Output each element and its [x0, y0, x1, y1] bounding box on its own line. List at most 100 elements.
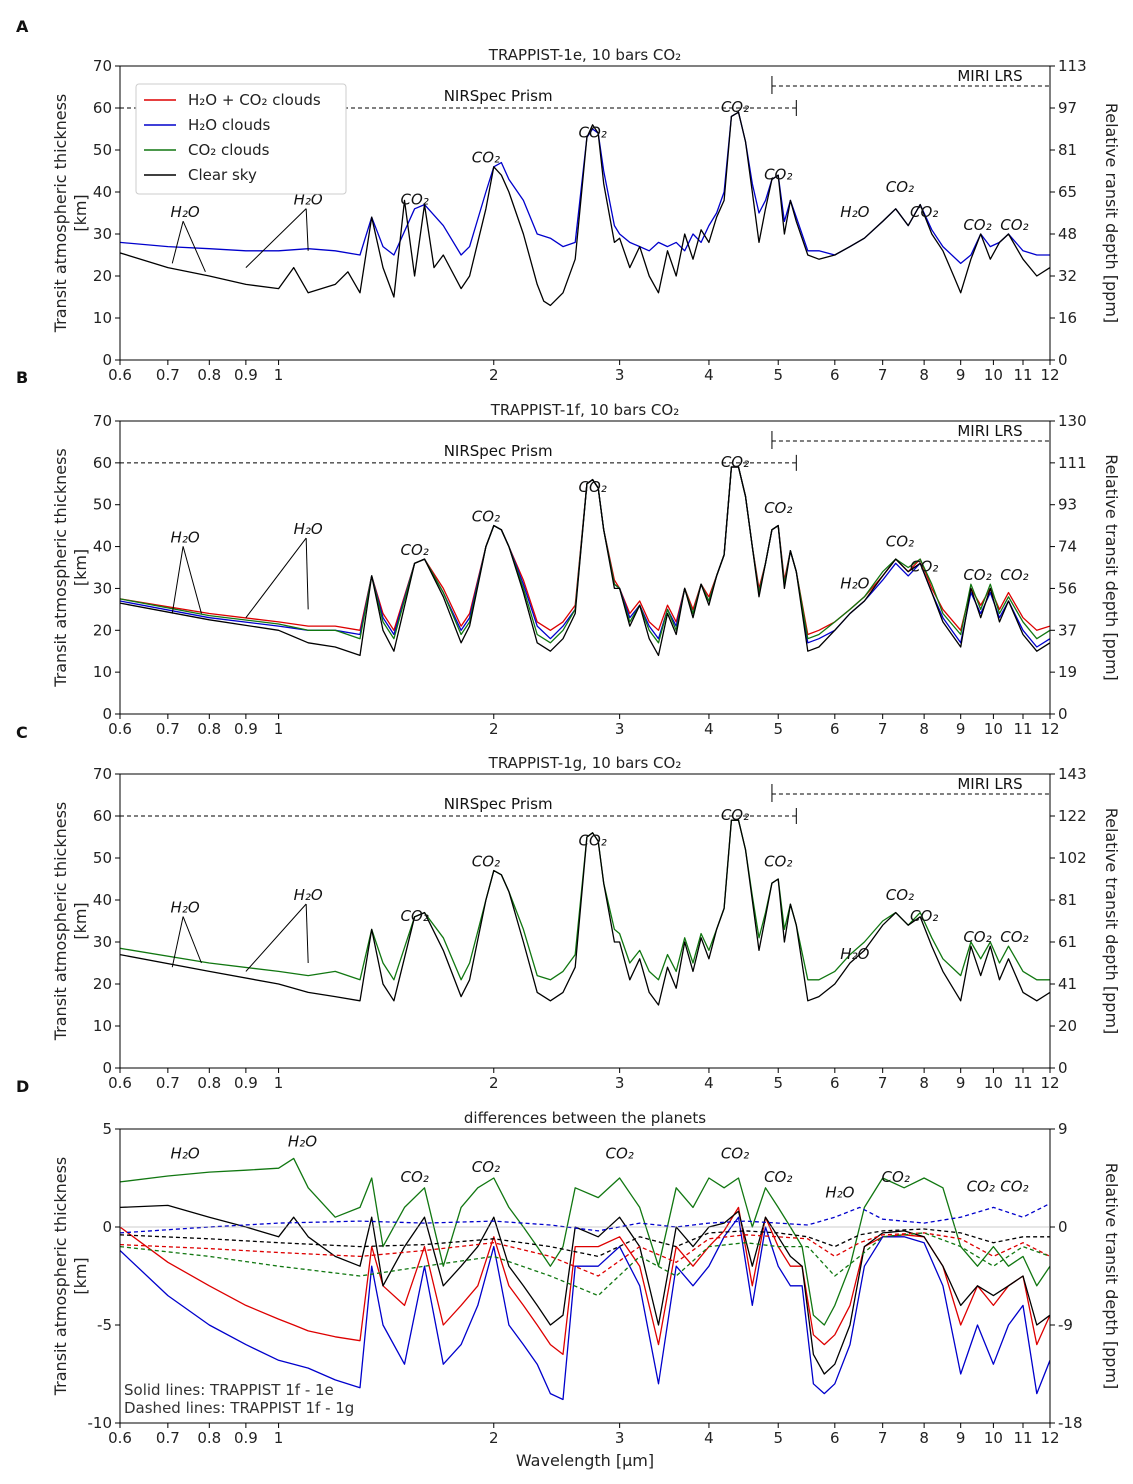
annotation-label: H₂O: [840, 574, 869, 592]
x-tick-label: 0.6: [108, 366, 132, 384]
annotation-label: CO₂: [1000, 1178, 1028, 1196]
x-tick-label: 2: [489, 720, 499, 738]
annotation-label: CO₂: [605, 1144, 633, 1162]
y-axis-unit: [km]: [71, 902, 90, 939]
annotation-label: H₂O: [171, 203, 200, 221]
x-tick-label: 5: [773, 366, 783, 384]
annotation-pointer: [245, 208, 307, 268]
y-right-tick-label: 0: [1058, 351, 1068, 369]
panel-title: differences between the planets: [464, 1109, 706, 1127]
plot-frame: [119, 420, 1051, 715]
plot-frame: [119, 1128, 1051, 1424]
x-tick-label: 12: [1040, 1429, 1059, 1447]
series-line: [120, 1157, 1050, 1326]
x-tick-label: 7: [878, 366, 888, 384]
y-axis-label: Transit atmospheric thickness: [51, 802, 70, 1042]
x-tick-label: 10: [984, 1429, 1003, 1447]
footnote-dashed: Dashed lines: TRAPPIST 1f - 1g: [124, 1399, 354, 1417]
x-tick-label: 3: [615, 720, 625, 738]
y-right-axis-label: Relative transit depth [ppm]: [1102, 454, 1121, 681]
x-tick-label: 8: [919, 1429, 929, 1447]
y-right-tick-label: 81: [1058, 891, 1077, 909]
x-tick-label: 0.6: [108, 720, 132, 738]
y-tick-label: -5: [97, 1316, 112, 1334]
annotation-label: H₂O: [840, 945, 869, 963]
annotation-label: CO₂: [886, 533, 914, 551]
series-line: [120, 1232, 1050, 1297]
x-tick-label: 6: [830, 1429, 840, 1447]
y-tick-label: 50: [93, 849, 112, 867]
miri-label: MIRI LRS: [957, 422, 1022, 440]
y-right-tick-label: 32: [1058, 267, 1077, 285]
y-right-tick-label: 65: [1058, 183, 1077, 201]
panel-letter: A: [16, 17, 29, 36]
y-right-tick-label: 113: [1058, 57, 1087, 75]
y-tick-label: 30: [93, 579, 112, 597]
y-right-tick-label: 111: [1058, 454, 1087, 472]
y-right-tick-label: -18: [1058, 1414, 1083, 1432]
x-tick-label: 1: [274, 720, 284, 738]
annotation-label: H₂O: [825, 1184, 854, 1202]
x-tick-label: 9: [956, 1429, 966, 1447]
x-tick-label: 4: [704, 1429, 714, 1447]
y-right-axis-label: Relative ransit depth [ppm]: [1102, 103, 1121, 323]
x-tick-label: 6: [830, 720, 840, 738]
x-tick-label: 0.9: [234, 1074, 258, 1092]
y-tick-label: 0: [102, 351, 112, 369]
annotation-label: CO₂: [400, 541, 428, 559]
y-tick-label: 70: [93, 765, 112, 783]
annotation-label: CO₂: [910, 907, 938, 925]
y-tick-label: 0: [102, 1218, 112, 1236]
annotation-label: CO₂: [400, 1168, 428, 1186]
series-line: [120, 111, 1050, 307]
x-tick-label: 9: [956, 366, 966, 384]
y-right-tick-label: 19: [1058, 663, 1077, 681]
x-tick-label: 10: [984, 366, 1003, 384]
annotation-label: CO₂: [400, 191, 428, 209]
y-right-tick-label: 0: [1058, 1218, 1068, 1236]
annotation-label: H₂O: [840, 203, 869, 221]
x-tick-label: 0.8: [197, 1429, 221, 1447]
annotation-label: CO₂: [910, 558, 938, 576]
x-tick-label: 2: [489, 1429, 499, 1447]
annotation-label: CO₂: [472, 1158, 500, 1176]
annotation-label: CO₂: [400, 907, 428, 925]
x-tick-label: 0.6: [108, 1429, 132, 1447]
y-right-tick-label: 143: [1058, 765, 1087, 783]
annotation-label: CO₂: [1000, 566, 1028, 584]
x-tick-label: 12: [1040, 366, 1059, 384]
x-tick-label: 6: [830, 366, 840, 384]
legend: H₂O + CO₂ clouds H₂O clouds CO₂ clouds Clea…: [135, 83, 347, 195]
x-tick-label: 5: [773, 1074, 783, 1092]
x-tick-label: 5: [773, 1429, 783, 1447]
panel-title: TRAPPIST-1f, 10 bars CO₂: [490, 401, 679, 419]
y-tick-label: 50: [93, 496, 112, 514]
annotation-label: H₂O: [294, 886, 323, 904]
annotation-label: CO₂: [578, 831, 606, 849]
y-right-tick-label: 122: [1058, 807, 1087, 825]
y-right-tick-label: 20: [1058, 1017, 1077, 1035]
y-right-tick-label: 48: [1058, 225, 1077, 243]
series-group: [120, 466, 1050, 657]
legend-entry: H₂O clouds: [188, 116, 270, 134]
miri-label: MIRI LRS: [957, 775, 1022, 793]
x-tick-label: 11: [1013, 366, 1032, 384]
y-tick-label: 0: [102, 705, 112, 723]
y-tick-label: 30: [93, 933, 112, 951]
panel-letter: B: [16, 368, 28, 387]
y-tick-label: 10: [93, 309, 112, 327]
x-tick-label: 9: [956, 1074, 966, 1092]
annotation-label: CO₂: [1000, 928, 1028, 946]
annotation-label: H₂O: [294, 520, 323, 538]
annotation-label: CO₂: [1000, 216, 1028, 234]
annotation-pointer: [182, 546, 202, 614]
y-tick-label: 60: [93, 807, 112, 825]
y-right-tick-label: 74: [1058, 538, 1077, 556]
x-tick-label: 0.8: [197, 1074, 221, 1092]
y-tick-label: 40: [93, 183, 112, 201]
annotation-label: CO₂: [721, 806, 749, 824]
x-tick-label: 4: [704, 1074, 714, 1092]
x-tick-label: 6: [830, 1074, 840, 1092]
annotation-label: CO₂: [721, 453, 749, 471]
